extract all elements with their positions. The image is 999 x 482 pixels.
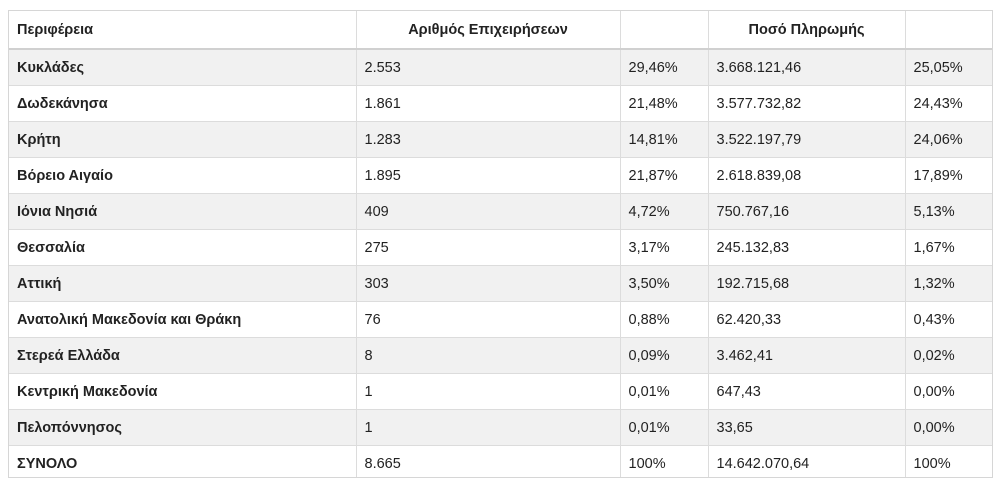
cell-business-count-pct: 0,01% bbox=[620, 373, 709, 410]
cell-business-count-pct: 0,88% bbox=[620, 301, 709, 338]
cell-business-count-pct: 14,81% bbox=[620, 121, 709, 158]
cell-business-count: 409 bbox=[356, 193, 621, 230]
cell-region: Κρήτη bbox=[9, 121, 357, 158]
cell-business-count: 76 bbox=[356, 301, 621, 338]
cell-business-count: 2.553 bbox=[356, 49, 621, 86]
header-business-count-pct bbox=[620, 11, 709, 50]
table-row: Ιόνια Νησιά 409 4,72% 750.767,16 5,13% bbox=[9, 193, 992, 230]
cell-payment-amount: 2.618.839,08 bbox=[708, 157, 906, 194]
header-payment-amount-pct bbox=[905, 11, 992, 50]
cell-payment-amount-pct: 17,89% bbox=[905, 157, 992, 194]
table-row: Πελοπόννησος 1 0,01% 33,65 0,00% bbox=[9, 409, 992, 446]
header-region: Περιφέρεια bbox=[9, 11, 357, 50]
header-payment-amount: Ποσό Πληρωμής bbox=[708, 11, 906, 50]
cell-region: Θεσσαλία bbox=[9, 229, 357, 266]
table-header-row: Περιφέρεια Αριθμός Επιχειρήσεων Ποσό Πλη… bbox=[9, 11, 992, 50]
cell-payment-amount-pct: 0,00% bbox=[905, 373, 992, 410]
cell-payment-amount: 3.668.121,46 bbox=[708, 49, 906, 86]
cell-region: Πελοπόννησος bbox=[9, 409, 357, 446]
regions-payment-table: Περιφέρεια Αριθμός Επιχειρήσεων Ποσό Πλη… bbox=[9, 11, 992, 477]
cell-business-count: 1 bbox=[356, 409, 621, 446]
table-row: ΣΥΝΟΛΟ 8.665 100% 14.642.070,64 100% bbox=[9, 445, 992, 477]
cell-region: ΣΥΝΟΛΟ bbox=[9, 445, 357, 477]
table-row: Δωδεκάνησα 1.861 21,48% 3.577.732,82 24,43% bbox=[9, 85, 992, 122]
cell-business-count: 275 bbox=[356, 229, 621, 266]
table-row: Κεντρική Μακεδονία 1 0,01% 647,43 0,00% bbox=[9, 373, 992, 410]
cell-payment-amount: 245.132,83 bbox=[708, 229, 906, 266]
cell-region: Βόρειο Αιγαίο bbox=[9, 157, 357, 194]
cell-region: Δωδεκάνησα bbox=[9, 85, 357, 122]
data-table-frame: Περιφέρεια Αριθμός Επιχειρήσεων Ποσό Πλη… bbox=[8, 10, 993, 478]
cell-business-count-pct: 21,87% bbox=[620, 157, 709, 194]
cell-payment-amount-pct: 0,43% bbox=[905, 301, 992, 338]
cell-business-count-pct: 29,46% bbox=[620, 49, 709, 86]
cell-region: Ανατολική Μακεδονία και Θράκη bbox=[9, 301, 357, 338]
cell-payment-amount-pct: 5,13% bbox=[905, 193, 992, 230]
cell-region: Κεντρική Μακεδονία bbox=[9, 373, 357, 410]
cell-payment-amount-pct: 0,00% bbox=[905, 409, 992, 446]
cell-payment-amount: 3.577.732,82 bbox=[708, 85, 906, 122]
cell-payment-amount-pct: 100% bbox=[905, 445, 992, 477]
cell-region: Κυκλάδες bbox=[9, 49, 357, 86]
cell-business-count: 8.665 bbox=[356, 445, 621, 477]
table-row: Κρήτη 1.283 14,81% 3.522.197,79 24,06% bbox=[9, 121, 992, 158]
cell-payment-amount: 3.462,41 bbox=[708, 337, 906, 374]
table-row: Αττική 303 3,50% 192.715,68 1,32% bbox=[9, 265, 992, 302]
table-row: Θεσσαλία 275 3,17% 245.132,83 1,67% bbox=[9, 229, 992, 266]
cell-region: Ιόνια Νησιά bbox=[9, 193, 357, 230]
cell-business-count: 303 bbox=[356, 265, 621, 302]
cell-business-count-pct: 100% bbox=[620, 445, 709, 477]
cell-business-count-pct: 4,72% bbox=[620, 193, 709, 230]
cell-business-count-pct: 21,48% bbox=[620, 85, 709, 122]
cell-region: Αττική bbox=[9, 265, 357, 302]
cell-payment-amount: 33,65 bbox=[708, 409, 906, 446]
cell-payment-amount-pct: 24,06% bbox=[905, 121, 992, 158]
cell-business-count: 1 bbox=[356, 373, 621, 410]
cell-business-count: 1.861 bbox=[356, 85, 621, 122]
cell-business-count-pct: 0,09% bbox=[620, 337, 709, 374]
cell-payment-amount: 14.642.070,64 bbox=[708, 445, 906, 477]
cell-payment-amount-pct: 0,02% bbox=[905, 337, 992, 374]
table-row: Κυκλάδες 2.553 29,46% 3.668.121,46 25,05% bbox=[9, 49, 992, 86]
cell-business-count-pct: 0,01% bbox=[620, 409, 709, 446]
cell-region: Στερεά Ελλάδα bbox=[9, 337, 357, 374]
table-row: Ανατολική Μακεδονία και Θράκη 76 0,88% 62.4… bbox=[9, 301, 992, 338]
cell-payment-amount: 750.767,16 bbox=[708, 193, 906, 230]
cell-business-count: 1.895 bbox=[356, 157, 621, 194]
cell-business-count-pct: 3,50% bbox=[620, 265, 709, 302]
cell-business-count-pct: 3,17% bbox=[620, 229, 709, 266]
cell-payment-amount: 647,43 bbox=[708, 373, 906, 410]
cell-business-count: 1.283 bbox=[356, 121, 621, 158]
cell-payment-amount: 3.522.197,79 bbox=[708, 121, 906, 158]
cell-payment-amount-pct: 25,05% bbox=[905, 49, 992, 86]
cell-business-count: 8 bbox=[356, 337, 621, 374]
cell-payment-amount-pct: 1,67% bbox=[905, 229, 992, 266]
cell-payment-amount-pct: 24,43% bbox=[905, 85, 992, 122]
table-row: Στερεά Ελλάδα 8 0,09% 3.462,41 0,02% bbox=[9, 337, 992, 374]
cell-payment-amount-pct: 1,32% bbox=[905, 265, 992, 302]
header-business-count: Αριθμός Επιχειρήσεων bbox=[356, 11, 621, 50]
cell-payment-amount: 192.715,68 bbox=[708, 265, 906, 302]
table-row: Βόρειο Αιγαίο 1.895 21,87% 2.618.839,08 17,8… bbox=[9, 157, 992, 194]
cell-payment-amount: 62.420,33 bbox=[708, 301, 906, 338]
